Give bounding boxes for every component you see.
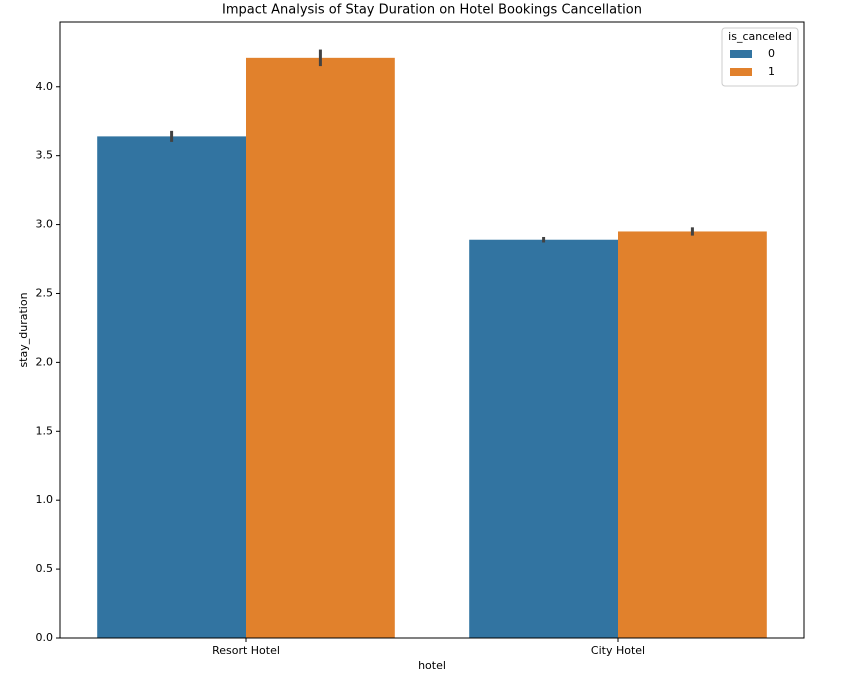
legend-title: is_canceled bbox=[728, 30, 792, 43]
y-tick-label: 1.5 bbox=[36, 424, 54, 437]
y-tick-label: 0.0 bbox=[36, 631, 54, 644]
y-tick-label: 1.0 bbox=[36, 493, 54, 506]
y-axis-label: stay_duration bbox=[17, 292, 30, 367]
legend-label: 0 bbox=[768, 47, 775, 60]
x-axis-label: hotel bbox=[418, 659, 446, 672]
legend: is_canceled 0 1 bbox=[721, 27, 799, 87]
y-tick-label: 3.5 bbox=[36, 149, 54, 162]
x-tick-label: City Hotel bbox=[591, 644, 645, 657]
bar bbox=[97, 136, 246, 638]
y-tick-label: 0.5 bbox=[36, 562, 54, 575]
chart-title: Impact Analysis of Stay Duration on Hote… bbox=[222, 3, 642, 18]
x-tick-label: Resort Hotel bbox=[212, 644, 280, 657]
y-tick-label: 2.0 bbox=[36, 355, 54, 368]
plot-frame bbox=[59, 21, 805, 639]
legend-swatch bbox=[730, 68, 752, 76]
y-tick-label: 3.0 bbox=[36, 218, 54, 231]
y-tick-label: 2.5 bbox=[36, 286, 54, 299]
bar bbox=[469, 239, 618, 638]
bar bbox=[246, 57, 395, 639]
legend-label: 1 bbox=[768, 65, 775, 78]
legend-swatch bbox=[730, 50, 752, 58]
y-tick-label: 4.0 bbox=[36, 80, 54, 93]
bar bbox=[618, 231, 767, 638]
